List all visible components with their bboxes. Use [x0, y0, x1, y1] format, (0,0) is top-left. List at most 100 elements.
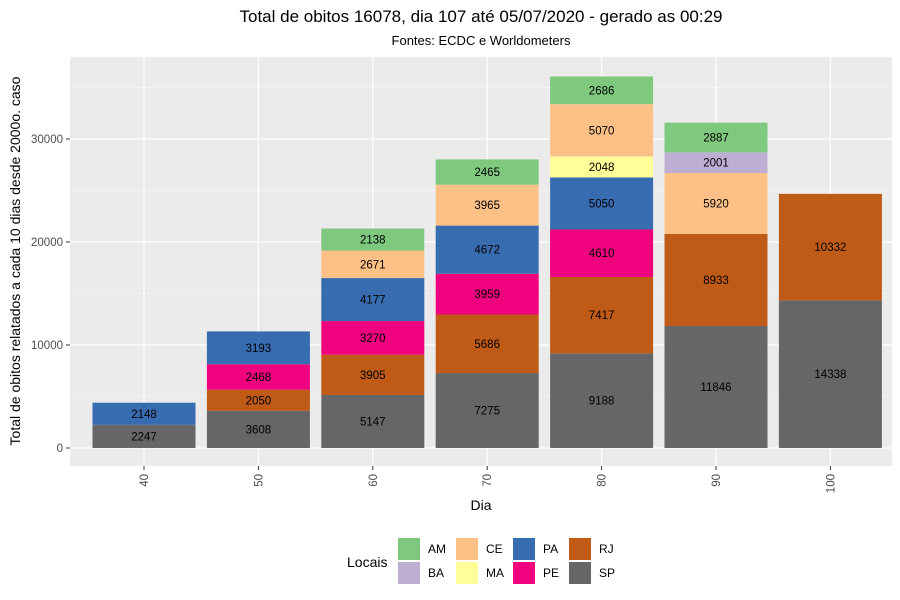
bar-segment-rj [435, 314, 539, 374]
data-label: 2465 [474, 167, 500, 179]
data-label: 2468 [246, 372, 272, 384]
legend-label: RJ [599, 542, 614, 556]
chart-subtitle: Fontes: ECDC e Worldometers [392, 33, 571, 48]
data-label: 4177 [360, 295, 386, 307]
data-label: 2148 [131, 409, 157, 421]
bar-segment-rj [664, 233, 768, 326]
x-axis-title: Dia [470, 497, 491, 513]
bar-segment-ba [664, 152, 768, 174]
legend-label: SP [599, 566, 615, 580]
legend-label: MA [486, 566, 504, 580]
data-label: 5920 [703, 198, 729, 210]
x-tick-label: 90 [711, 474, 723, 487]
data-label: 14338 [814, 369, 846, 381]
data-label: 10332 [814, 242, 846, 254]
x-tick-label: 70 [482, 474, 494, 487]
data-label: 5070 [589, 125, 615, 137]
bars: 2247 2148 3608 2050 2468 3193 5147 3905 3270 4177… [92, 76, 882, 448]
x-axis: 40 50 60 70 80 90 100 [139, 466, 837, 493]
data-label: 2048 [589, 162, 615, 174]
legend-key-ba [398, 562, 420, 584]
bar-stack-70: 7275 5686 3959 4672 3965 2465 [435, 159, 539, 448]
data-label: 2001 [703, 158, 729, 170]
bar-segment-sp [664, 325, 768, 448]
data-label: 8933 [703, 275, 729, 287]
bar-segment-pe [206, 364, 310, 390]
bar-segment-ce [550, 104, 654, 157]
data-label: 3193 [246, 343, 272, 355]
bar-segment-pa [321, 278, 425, 322]
data-label: 3905 [360, 370, 386, 382]
y-tick-label: 0 [57, 443, 63, 455]
y-axis-title: Total de obitos relatados a cada 10 dias… [7, 76, 23, 445]
bar-stack-80: 9188 7417 4610 5050 2048 5070 2686 [550, 76, 654, 448]
legend-label: PE [543, 566, 559, 580]
legend-key-am [398, 538, 420, 560]
bar-segment-rj [206, 389, 310, 411]
x-tick-label: 50 [253, 474, 265, 487]
plot-area: 2247 2148 3608 2050 2468 3193 5147 3905 3270 4177… [70, 57, 892, 466]
x-tick-label: 80 [597, 474, 609, 487]
data-label: 3608 [246, 424, 272, 436]
legend-label: CE [486, 542, 503, 556]
bar-segment-rj [321, 354, 425, 395]
bar-segment-ce [664, 173, 768, 234]
data-label: 4610 [589, 248, 615, 260]
bar-stack-90: 11846 8933 5920 2001 2887 [664, 122, 768, 448]
data-label: 2247 [131, 431, 157, 443]
legend-key-pa [513, 538, 535, 560]
bar-segment-pa [206, 331, 310, 365]
bar-segment-ce [435, 184, 539, 226]
legend-key-ce [456, 538, 478, 560]
bar-stack-50: 3608 2050 2468 3193 [206, 331, 310, 448]
bar-segment-pe [550, 229, 654, 277]
bar-segment-pe [321, 321, 425, 355]
bar-segment-ma [550, 156, 654, 178]
data-label: 4672 [474, 245, 500, 257]
data-label: 9188 [589, 396, 615, 408]
y-tick-label: 10000 [31, 340, 63, 352]
y-tick-label: 20000 [31, 237, 63, 249]
bar-segment-rj [778, 193, 882, 301]
bar-segment-sp [778, 300, 882, 448]
bar-stack-40: 2247 2148 [92, 402, 196, 448]
chart-title: Total de obitos 16078, dia 107 até 05/07… [240, 7, 723, 26]
bar-segment-sp [550, 353, 654, 448]
data-label: 5686 [474, 339, 500, 351]
bar-segment-ce [321, 250, 425, 279]
legend-key-ma [456, 562, 478, 584]
data-label: 2686 [589, 85, 615, 97]
bar-segment-pa [435, 225, 539, 274]
bar-segment-am [435, 159, 539, 185]
bar-segment-sp [321, 394, 425, 448]
data-label: 7417 [589, 310, 615, 322]
x-tick-label: 40 [139, 474, 151, 487]
bar-segment-sp [92, 424, 196, 448]
y-axis: 0 10000 20000 30000 [31, 134, 70, 455]
bar-segment-pa [92, 402, 196, 425]
bar-segment-rj [550, 276, 654, 354]
data-label: 5050 [589, 198, 615, 210]
bar-stack-100: 14338 10332 [778, 193, 882, 448]
bar-segment-am [550, 76, 654, 105]
bar-stack-60: 5147 3905 3270 4177 2671 2138 [321, 228, 425, 448]
bar-segment-sp [206, 410, 310, 448]
data-label: 11846 [700, 382, 731, 394]
legend-title: Locais [347, 554, 387, 570]
data-label: 2887 [703, 133, 729, 145]
legend-key-pe [513, 562, 535, 584]
bar-segment-pe [435, 273, 539, 315]
y-tick-label: 30000 [31, 134, 63, 146]
legend-key-sp [569, 562, 591, 584]
data-label: 2050 [246, 395, 272, 407]
legend-label: PA [543, 542, 558, 556]
legend-label: AM [428, 542, 446, 556]
x-tick-label: 60 [368, 474, 380, 487]
bar-segment-pa [550, 177, 654, 230]
data-label: 3959 [474, 289, 500, 301]
bar-segment-am [664, 122, 768, 153]
data-label: 3270 [360, 333, 386, 345]
data-label: 7275 [474, 406, 500, 418]
data-label: 2138 [360, 235, 386, 247]
